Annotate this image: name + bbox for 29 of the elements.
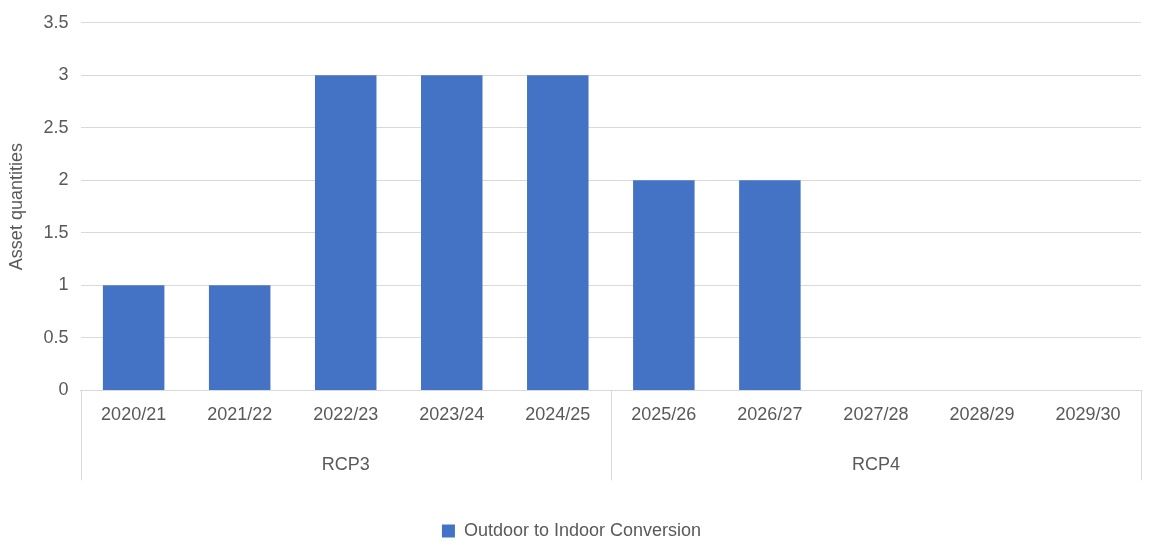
y-tick-label: 1.5 bbox=[43, 221, 69, 242]
x-tick-label: 2020/21 bbox=[101, 404, 167, 425]
x-tick-label: 2021/22 bbox=[207, 404, 273, 425]
y-tick-label: 2.5 bbox=[43, 116, 69, 137]
x-tick-label: 2029/30 bbox=[1055, 404, 1121, 425]
y-tick-label: 1 bbox=[58, 274, 69, 295]
y-tick-label: 0.5 bbox=[43, 326, 69, 347]
x-tick-label: 2022/23 bbox=[313, 404, 379, 425]
x-tick-label: 2027/28 bbox=[843, 404, 909, 425]
text: RCP4 bbox=[851, 454, 900, 475]
x-tick-label: 2025/26 bbox=[631, 404, 697, 425]
y-tick-label: 2 bbox=[58, 169, 69, 190]
legend-label: Outdoor to Indoor Conversion bbox=[463, 519, 702, 540]
text: RCP3 bbox=[321, 454, 370, 475]
bar bbox=[527, 75, 589, 390]
y-axis-title: Asset quantities bbox=[5, 143, 26, 271]
x-tick-label: 2026/27 bbox=[737, 404, 803, 425]
y-tick-label: 3.5 bbox=[43, 11, 69, 32]
bar bbox=[314, 75, 377, 390]
bar bbox=[633, 180, 695, 390]
y-tick-label: 3 bbox=[58, 64, 69, 85]
bar bbox=[102, 285, 165, 390]
x-tick-label: 2028/29 bbox=[949, 404, 1015, 425]
bar bbox=[208, 285, 271, 390]
x-tick-label: 2024/25 bbox=[525, 404, 591, 425]
bar bbox=[739, 180, 801, 390]
bar bbox=[421, 75, 483, 390]
x-tick-label: 2023/24 bbox=[419, 404, 485, 425]
y-tick-label: 0 bbox=[58, 379, 69, 400]
